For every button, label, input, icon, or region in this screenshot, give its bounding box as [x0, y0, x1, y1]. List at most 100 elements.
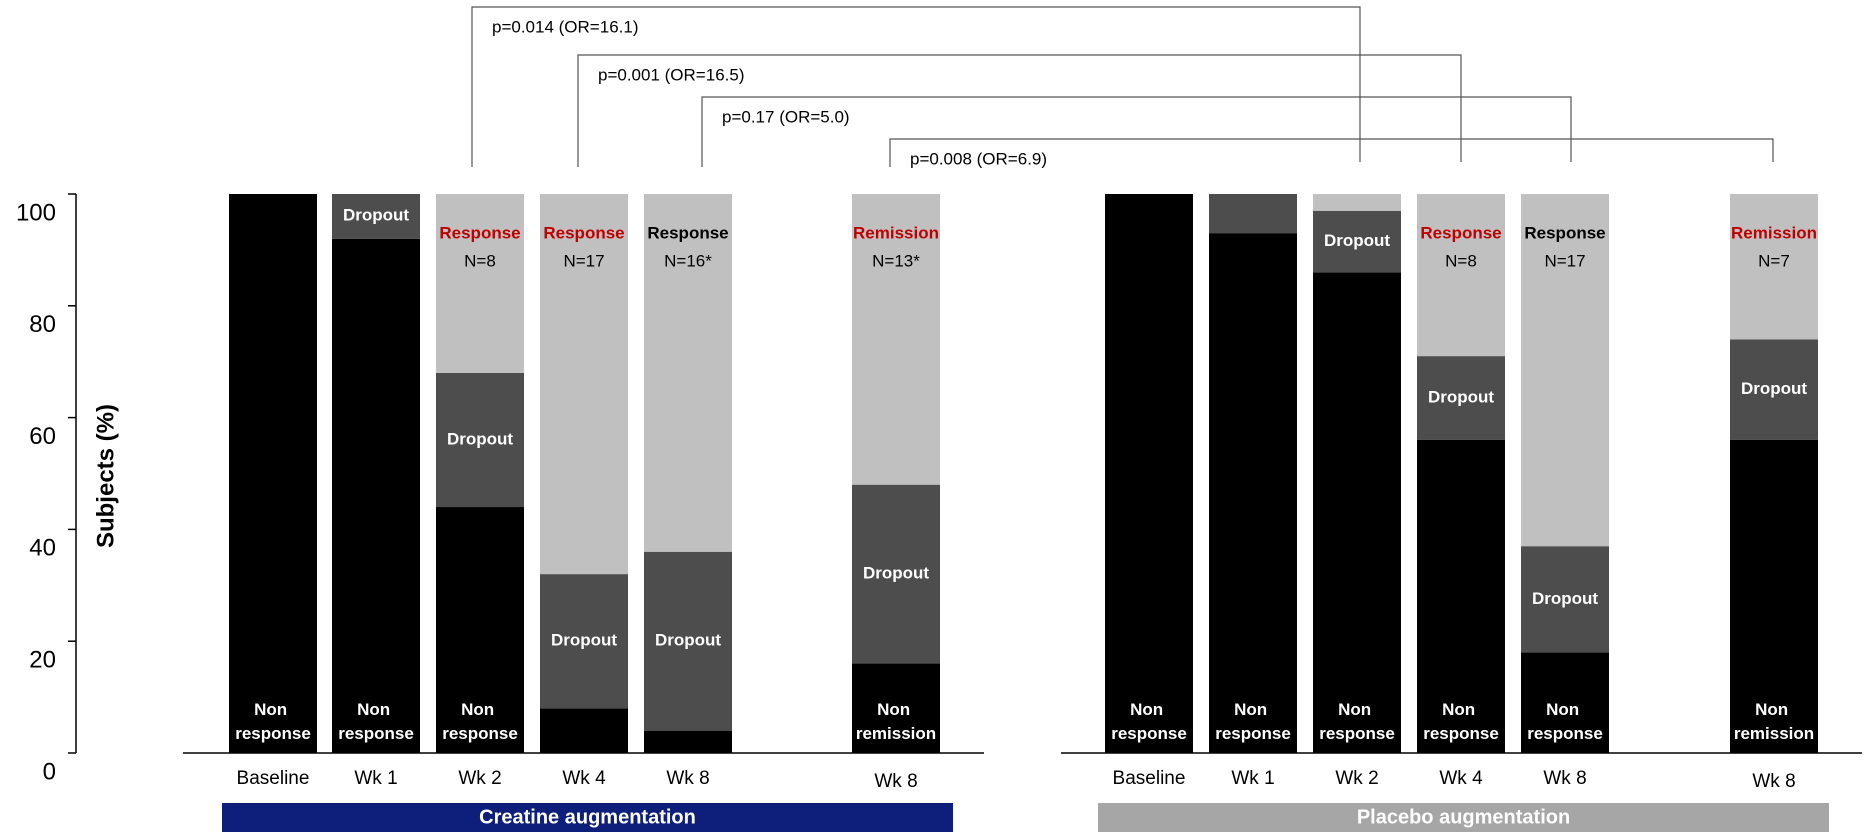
bar-segment	[1730, 439, 1818, 753]
segment-label: Response	[1420, 223, 1501, 242]
segment-label: Dropout	[655, 631, 721, 650]
count-label: N=8	[1445, 251, 1477, 270]
x-tick-label: Baseline	[237, 768, 310, 789]
comparison-label: p=0.008 (OR=6.9)	[910, 149, 1047, 168]
segment-label-line: response	[235, 724, 311, 743]
segment-label-line: Non	[1755, 700, 1793, 719]
count-label: N=16*	[664, 251, 712, 270]
segment-label: Dropout	[551, 631, 617, 650]
y-tick-label: 0	[43, 758, 56, 785]
bar-segment	[1521, 546, 1609, 653]
segment-label-line: response	[1215, 724, 1291, 743]
segment-label-line: Non	[1130, 700, 1168, 719]
y-axis-title: Subjects (%)	[92, 404, 119, 548]
bar-segment	[644, 194, 732, 552]
x-tick-label: Wk 2	[1335, 768, 1378, 789]
comparison-bracket	[471, 6, 1361, 167]
bar-segment	[1313, 272, 1401, 753]
bar-segment	[332, 194, 420, 239]
group-banner	[222, 803, 953, 832]
y-tick-label: 80	[29, 311, 56, 338]
x-tick-label: Wk 4	[562, 768, 606, 789]
x-tick-label: Wk 8	[1543, 768, 1586, 789]
segment-label: Remission	[1731, 223, 1817, 242]
x-tick-label: Wk 8	[874, 771, 917, 792]
comparison-label: p=0.17 (OR=5.0)	[722, 107, 850, 126]
segment-label-line: response	[442, 724, 518, 743]
segment-label: Response	[439, 223, 520, 242]
segment-label: Response	[1524, 223, 1605, 242]
comparison-bracket	[701, 96, 1572, 167]
segment-label: Non response	[1319, 700, 1395, 743]
bar-segment	[436, 507, 524, 753]
segment-label: Response	[543, 223, 624, 242]
bar-segment	[1730, 194, 1818, 340]
segment-label-line: Non	[1442, 700, 1480, 719]
segment-label-line: response	[1527, 724, 1603, 743]
x-tick-label: Baseline	[1113, 768, 1186, 789]
y-tick-label: 40	[29, 535, 56, 562]
segment-label: Non response	[1215, 700, 1291, 743]
comparison-bracket	[889, 138, 1774, 167]
count-label: N=13*	[872, 251, 920, 270]
segment-label-line: response	[1111, 724, 1187, 743]
segment-label: Dropout	[1428, 388, 1494, 407]
bar-segment	[540, 574, 628, 709]
segment-label-line: Non	[877, 700, 915, 719]
segment-label-line: remission	[856, 724, 936, 743]
segment-label: Non response	[1111, 700, 1187, 743]
segment-label: Dropout	[863, 564, 929, 583]
segment-label: Dropout	[343, 205, 409, 224]
y-tick-label: 60	[29, 423, 56, 450]
bar-segment	[332, 238, 420, 754]
bar-segment	[1105, 194, 1193, 753]
segment-label: Non response	[338, 700, 414, 743]
segment-label-line: Non	[461, 700, 499, 719]
group-banner	[1098, 803, 1829, 832]
x-tick-label: Wk 8	[666, 768, 709, 789]
x-tick-label: Wk 2	[458, 768, 501, 789]
segment-label: Non response	[442, 700, 518, 743]
x-tick-label: Wk 1	[1231, 768, 1274, 789]
bar-segment	[436, 194, 524, 373]
segment-label-line: Non	[1338, 700, 1376, 719]
y-tick-label: 20	[29, 647, 56, 674]
bar-segment	[540, 194, 628, 575]
segment-label: Non remission	[856, 700, 936, 743]
segment-label: Dropout	[1532, 589, 1598, 608]
count-label: N=17	[563, 251, 604, 270]
bar-segment	[540, 708, 628, 753]
segment-label: Response	[647, 223, 728, 242]
comparison-label: p=0.014 (OR=16.1)	[492, 17, 638, 36]
segment-label-line: Non	[357, 700, 395, 719]
segment-label-line: response	[338, 724, 414, 743]
bar-segment	[852, 663, 940, 753]
segment-label-line: response	[1423, 724, 1499, 743]
count-label: N=8	[464, 251, 496, 270]
segment-label-line: response	[1319, 724, 1395, 743]
group-title: Creatine augmentation	[479, 806, 696, 828]
group-title: Placebo augmentation	[1357, 806, 1570, 828]
segment-label: Non response	[235, 700, 311, 743]
bar-segment	[1730, 339, 1818, 440]
comparison-bracket	[577, 54, 1462, 167]
segment-label: Remission	[853, 223, 939, 242]
segment-label: Non response	[1527, 700, 1603, 743]
bar-segment	[1209, 233, 1297, 753]
segment-label-line: Non	[254, 700, 292, 719]
segment-label: Dropout	[447, 429, 513, 448]
segment-label: Dropout	[1741, 379, 1807, 398]
x-tick-label: Wk 8	[1752, 771, 1795, 792]
segment-label-line: Non	[1546, 700, 1584, 719]
count-label: N=17	[1544, 251, 1585, 270]
bar-segment	[644, 730, 732, 753]
segment-label: Dropout	[1324, 231, 1390, 250]
bar-segment	[644, 551, 732, 731]
bar-segment	[852, 484, 940, 664]
bar-segment	[229, 194, 317, 753]
segment-label-line: Non	[1234, 700, 1272, 719]
segment-label: Non remission	[1734, 700, 1814, 743]
bar-segment	[1417, 194, 1505, 357]
bar-segment	[1209, 194, 1297, 234]
